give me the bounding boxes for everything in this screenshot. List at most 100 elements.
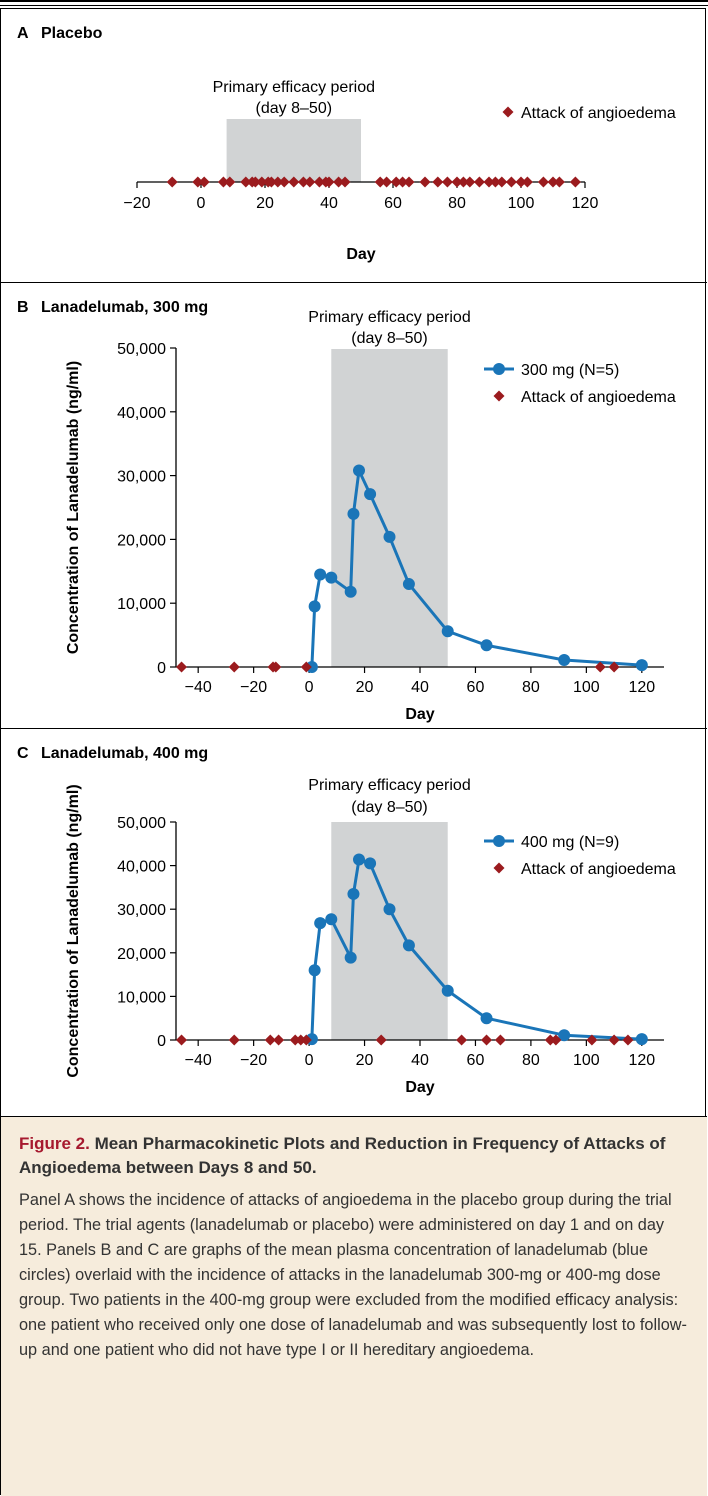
attack-marker [473,176,485,188]
x-tick-label: 60 [467,1052,485,1069]
concentration-point [308,600,321,613]
attack-marker [457,176,469,188]
concentration-point [325,913,338,926]
shade-label-line1: Primary efficacy period [308,777,470,794]
attack-marker [289,1034,301,1046]
attack-marker [228,1034,240,1046]
concentration-point [441,984,454,997]
attack-marker [553,176,565,188]
panel-title: Lanadelumab, 400 mg [41,745,208,762]
attack-marker [273,1034,285,1046]
panel-a: A Placebo Primary efficacy period (day 8–50… [1,9,707,282]
y-tick-label: 50,000 [117,815,166,832]
concentration-point [480,1012,493,1025]
attack-marker [483,176,495,188]
attack-marker [521,176,533,188]
attack-marker [192,176,204,188]
attack-marker [537,176,549,188]
attack-marker [176,1034,188,1046]
attack-marker [198,176,210,188]
top-rule [0,0,708,2]
x-axis-title: Day [405,1079,434,1096]
panel-b-chart: B Lanadelumab, 300 mg Primary efficacy per… [17,299,676,723]
y-tick-label: 50,000 [117,341,166,358]
attack-marker [496,176,508,188]
concentration-point [441,625,454,638]
concentration-point [314,568,327,581]
legend-attack-label: Attack of angioedema [521,389,676,406]
y-tick-label: 40,000 [117,859,166,876]
attack-marker [270,661,282,673]
attack-marker [608,661,620,673]
attack-marker [489,176,501,188]
attack-marker [464,176,476,188]
attack-marker [381,176,393,188]
panel-a-chart: A Placebo Primary efficacy period (day 8–50… [17,25,676,263]
attack-marker [375,1034,387,1046]
attack-marker [550,1034,562,1046]
x-tick-label: 100 [573,1052,600,1069]
attack-marker [256,176,268,188]
x-axis-title: Day [346,246,375,263]
figure-frame: A Placebo Primary efficacy period (day 8–50… [0,8,707,1496]
efficacy-period-shade [331,349,448,667]
attack-marker [432,176,444,188]
concentration-point [558,1029,571,1042]
attack-marker [608,1034,620,1046]
concentration-point [347,507,360,520]
legend-series-label: 400 mg (N=9) [521,834,619,851]
x-tick-label: 0 [305,1052,314,1069]
legend-series-marker [493,363,505,375]
attack-marker [403,176,415,188]
attack-marker [265,176,277,188]
attack-marker [278,176,290,188]
concentration-point [635,1033,648,1046]
x-tick-label: 40 [411,1052,429,1069]
attack-marker [397,176,409,188]
attack-marker [586,1034,598,1046]
shade-label-line2: (day 8–50) [256,100,333,117]
y-tick-label: 10,000 [117,989,166,1006]
attack-marker [166,176,178,188]
legend-attack-marker [493,390,505,402]
x-tick-label: 120 [572,195,599,212]
panel-label: A [17,25,29,42]
shade-label-line2: (day 8–50) [351,330,428,347]
attack-marker [481,1034,493,1046]
x-tick-label: 120 [628,1052,655,1069]
y-axis-title: Concentration of Lanadelumab (ng/ml) [65,361,82,654]
panel-b: B Lanadelumab, 300 mg Primary efficacy per… [1,282,707,728]
attack-marker [419,176,431,188]
legend-attack-marker [502,106,514,118]
panel-label: B [17,299,29,316]
attack-marker [622,1034,634,1046]
x-tick-label: 80 [522,1052,540,1069]
attack-marker [217,176,229,188]
attack-marker [441,176,453,188]
concentration-point [353,464,365,477]
efficacy-period-shade [226,119,361,182]
concentration-point [353,853,365,866]
attack-marker [505,176,517,188]
concentration-point [635,659,648,672]
attack-marker [451,176,463,188]
x-tick-label: −20 [123,195,150,212]
legend-series-label: 300 mg (N=5) [521,362,619,379]
x-tick-label: 120 [628,679,655,696]
caption-title-text: Mean Pharmacokinetic Plots and Reduction… [19,1134,666,1177]
x-tick-label: 20 [356,1052,374,1069]
x-tick-label: 20 [256,195,274,212]
attack-marker [300,1034,312,1046]
x-tick-label: 40 [320,195,338,212]
x-tick-label: −40 [185,1052,212,1069]
panel-c: C Lanadelumab, 400 mg Primary efficacy per… [1,728,707,1117]
attack-marker [333,176,345,188]
legend-attack-marker [493,862,505,874]
attack-marker [249,176,261,188]
attack-marker [295,1034,307,1046]
attack-marker [272,176,284,188]
attack-marker [300,661,312,673]
attack-marker [515,176,527,188]
y-tick-label: 20,000 [117,532,166,549]
attack-marker [228,661,240,673]
